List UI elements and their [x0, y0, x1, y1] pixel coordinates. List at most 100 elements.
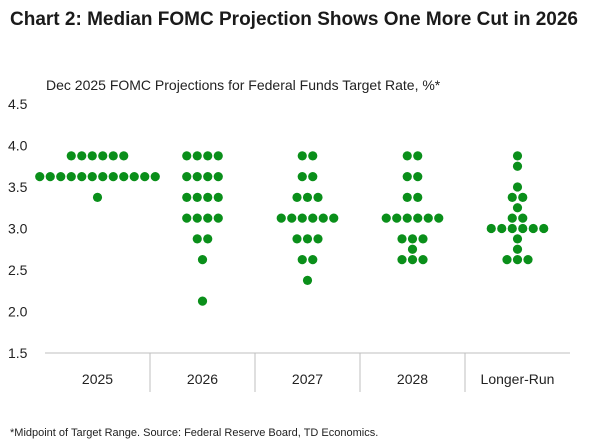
- projection-dot: [308, 255, 318, 265]
- projection-dot: [98, 172, 108, 182]
- projection-dot: [119, 172, 129, 182]
- projection-dot: [308, 151, 318, 161]
- projection-dot: [129, 172, 139, 182]
- projection-dot: [197, 255, 208, 265]
- projection-dot: [407, 234, 418, 244]
- projection-dot: [192, 151, 202, 161]
- projection-dot: [397, 255, 407, 265]
- projection-dot: [512, 203, 523, 213]
- y-tick-label: 3.0: [8, 221, 28, 237]
- projection-dot: [313, 192, 323, 202]
- projection-dot: [35, 172, 45, 182]
- projection-dot: [297, 151, 307, 161]
- chart-title: Chart 2: Median FOMC Projection Shows On…: [10, 9, 578, 30]
- projection-dot: [512, 161, 523, 171]
- projection-dot: [486, 223, 496, 234]
- projection-dot: [308, 172, 318, 182]
- projection-dot: [392, 213, 402, 223]
- x-tick-label: Longer-Run: [481, 371, 555, 387]
- projection-dot: [182, 213, 192, 223]
- projection-dot: [297, 213, 307, 223]
- projection-dot: [507, 213, 517, 223]
- y-axis: 1.5 2.0 2.5 3.0 3.5 4.0 4.5: [8, 96, 28, 361]
- projection-dot: [192, 234, 202, 244]
- projection-dot: [413, 192, 423, 202]
- projection-dot: [418, 255, 428, 265]
- projection-dot: [402, 213, 412, 223]
- projection-dot: [397, 234, 407, 244]
- projection-dot: [402, 151, 412, 161]
- projection-dot: [423, 213, 433, 223]
- projection-dot: [407, 255, 418, 265]
- projection-dot: [119, 151, 129, 161]
- y-tick-label: 3.5: [8, 179, 28, 195]
- projection-dot: [402, 192, 412, 202]
- projection-dot: [413, 151, 423, 161]
- projection-dot: [203, 192, 213, 202]
- y-tick-label: 1.5: [8, 345, 28, 361]
- projection-dot: [302, 275, 313, 285]
- projection-dot: [512, 151, 523, 161]
- projection-dot: [507, 223, 517, 234]
- y-tick-label: 4.5: [8, 96, 28, 112]
- projection-dot: [502, 255, 512, 265]
- projection-dot: [292, 234, 302, 244]
- projection-dot: [518, 192, 528, 202]
- projection-dot: [528, 223, 538, 234]
- projection-dot: [182, 151, 192, 161]
- projection-dot: [213, 172, 223, 182]
- projection-dot: [308, 213, 318, 223]
- projection-dot: [512, 255, 523, 265]
- projection-dot: [192, 213, 202, 223]
- projection-dot: [434, 213, 444, 223]
- projection-dot: [66, 172, 76, 182]
- projection-dot: [77, 151, 87, 161]
- projection-dot: [66, 151, 76, 161]
- x-tick-label: 2027: [292, 371, 323, 387]
- dot-series: [35, 151, 549, 306]
- chart-footnote: *Midpoint of Target Range. Source: Feder…: [10, 427, 379, 439]
- projection-dot: [413, 172, 423, 182]
- y-tick-label: 2.5: [8, 262, 28, 278]
- projection-dot: [297, 172, 307, 182]
- projection-dot: [329, 213, 339, 223]
- projection-dot: [276, 213, 286, 223]
- projection-dot: [381, 213, 391, 223]
- projection-dot: [507, 192, 517, 202]
- projection-dot: [98, 151, 108, 161]
- projection-dot: [87, 172, 97, 182]
- projection-dot: [92, 192, 103, 202]
- projection-dot: [512, 234, 523, 244]
- x-axis: 2025 2026 2027 2028 Longer-Run: [45, 352, 570, 392]
- projection-dot: [213, 213, 223, 223]
- x-tick-label: 2026: [187, 371, 218, 387]
- projection-dot: [203, 234, 213, 244]
- projection-dot: [87, 151, 97, 161]
- projection-dot: [213, 151, 223, 161]
- projection-dot: [203, 151, 213, 161]
- y-tick-label: 4.0: [8, 138, 28, 154]
- x-tick-label: 2025: [82, 371, 113, 387]
- projection-dot: [418, 234, 428, 244]
- chart-subtitle: Dec 2025 FOMC Projections for Federal Fu…: [46, 77, 441, 93]
- projection-dot: [203, 213, 213, 223]
- projection-dot: [140, 172, 150, 182]
- projection-dot: [497, 223, 507, 234]
- projection-dot: [287, 213, 297, 223]
- projection-dot: [413, 213, 423, 223]
- projection-dot: [45, 172, 55, 182]
- y-tick-label: 2.0: [8, 304, 28, 320]
- projection-dot: [523, 255, 533, 265]
- projection-dot: [302, 234, 313, 244]
- projection-dot: [402, 172, 412, 182]
- projection-dot: [512, 244, 523, 254]
- projection-dot: [203, 172, 213, 182]
- projection-dot: [182, 172, 192, 182]
- projection-dot: [297, 255, 307, 265]
- projection-dot: [182, 192, 192, 202]
- projection-dot: [77, 172, 87, 182]
- projection-dot: [518, 213, 528, 223]
- projection-dot: [318, 213, 328, 223]
- projection-dot: [56, 172, 66, 182]
- projection-dot: [407, 244, 418, 254]
